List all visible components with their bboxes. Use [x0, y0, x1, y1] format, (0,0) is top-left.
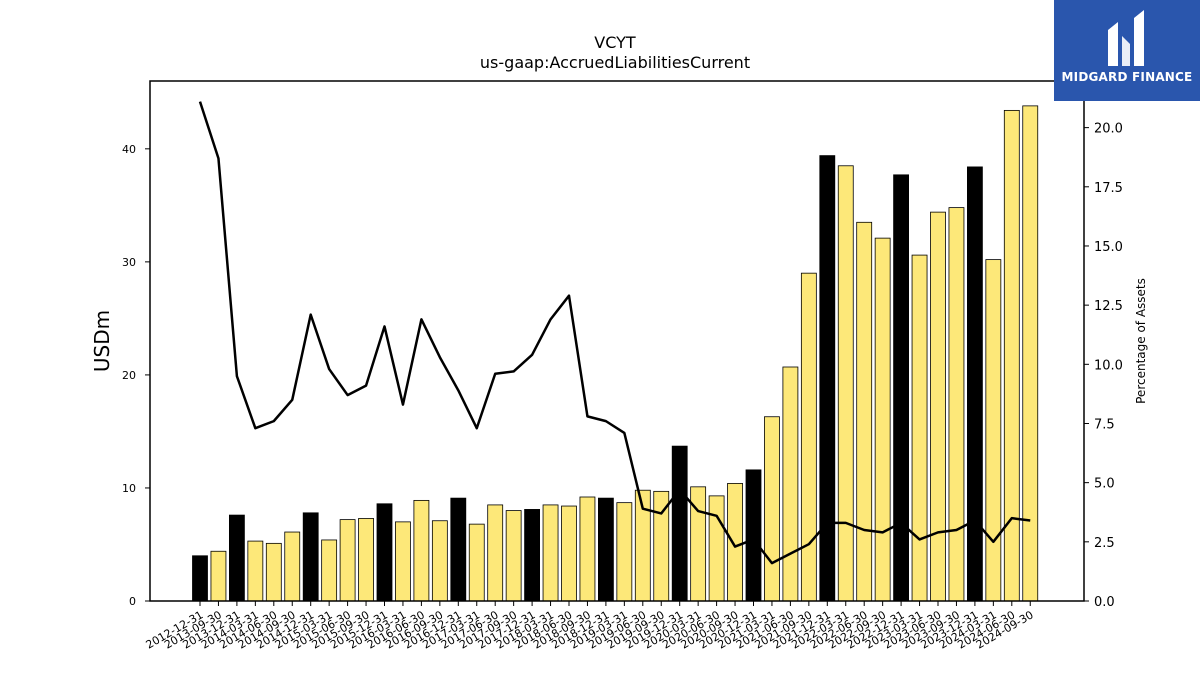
plot-frame: [149, 80, 1085, 602]
y-axis-label: USDm: [90, 310, 114, 372]
midgard-logo-icon: [1108, 10, 1144, 66]
bar-2021-12-31: [819, 155, 836, 602]
y2-tick-label: 7.5: [1094, 417, 1115, 432]
bar-2014-12-31: [302, 512, 319, 602]
bar-2017-12-31: [524, 509, 540, 602]
logo-text: MIDGARD FINANCE: [1061, 70, 1193, 84]
bar-2015-06-30: [339, 519, 356, 602]
bar-2021-03-31: [764, 416, 780, 602]
bar-2023-09-30: [948, 207, 965, 602]
y2-tick-label: 15.0: [1094, 240, 1123, 255]
bar-2024-03-31: [985, 259, 1002, 602]
bar-2013-12-31: [228, 514, 245, 602]
bar-2018-09-30: [579, 496, 596, 602]
y2-tick-label: 0.0: [1094, 595, 1115, 610]
y-tick-label: 0: [129, 595, 136, 608]
brand-logo: MIDGARD FINANCE: [1054, 0, 1200, 101]
bar-2019-03-31: [616, 502, 633, 602]
bar-2016-09-30: [431, 520, 448, 602]
bar-2016-06-30: [413, 499, 430, 602]
bar-2020-06-30: [708, 495, 725, 602]
chart-subtitle: us-gaap:AccruedLiabilitiesCurrent: [480, 53, 750, 72]
y2-tick-label: 10.0: [1094, 358, 1123, 373]
bar-2024-09-30: [1022, 105, 1039, 602]
bar-2014-03-31: [247, 540, 264, 602]
bar-2016-12-31: [450, 497, 467, 602]
bar-2016-03-31: [395, 521, 411, 602]
bar-2022-09-30: [874, 237, 891, 602]
bar-2014-06-30: [265, 542, 282, 602]
bar-2018-12-31: [598, 497, 614, 602]
bar-2018-06-30: [561, 505, 577, 602]
y2-tick-label: 20.0: [1094, 122, 1123, 137]
bar-2012-12-31: [192, 555, 208, 602]
bar-2020-09-30: [727, 483, 743, 602]
y2-tick-label: 2.5: [1094, 536, 1115, 551]
y2-axis-label: Percentage of Assets: [1134, 278, 1148, 404]
bar-2023-03-31: [911, 254, 928, 602]
bar-2017-03-31: [468, 523, 485, 602]
y-tick-label: 40: [122, 143, 136, 156]
y-tick-label: 10: [122, 482, 136, 495]
bar-2013-09-30: [210, 550, 227, 602]
bar-2020-12-31: [745, 469, 762, 602]
bar-2023-06-30: [930, 211, 946, 602]
y2-tick-label: 17.5: [1094, 181, 1123, 196]
bar-2017-09-30: [505, 510, 522, 602]
bar-2017-06-30: [487, 504, 504, 602]
y2-tick-label: 5.0: [1094, 477, 1115, 492]
bar-2014-09-30: [284, 531, 301, 602]
bar-2015-09-30: [358, 518, 374, 602]
y2-tick-label: 12.5: [1094, 299, 1123, 314]
bar-2023-12-31: [967, 166, 983, 602]
bar-2021-09-30: [800, 272, 817, 602]
bar-2022-12-31: [893, 174, 909, 602]
y-tick-label: 30: [122, 256, 136, 269]
bar-2015-12-31: [376, 503, 393, 602]
bar-2024-06-30: [1003, 109, 1020, 602]
bar-2015-03-31: [321, 539, 338, 602]
bar-2021-06-30: [782, 366, 799, 602]
bar-2018-03-31: [542, 504, 559, 602]
percentage-of-assets-line: [198, 101, 1031, 565]
bar-2022-06-30: [856, 221, 873, 602]
bar-2022-03-31: [837, 165, 854, 602]
chart-title: VCYT: [594, 33, 636, 52]
bar-2019-12-31: [671, 445, 688, 602]
y-tick-label: 20: [122, 369, 136, 382]
